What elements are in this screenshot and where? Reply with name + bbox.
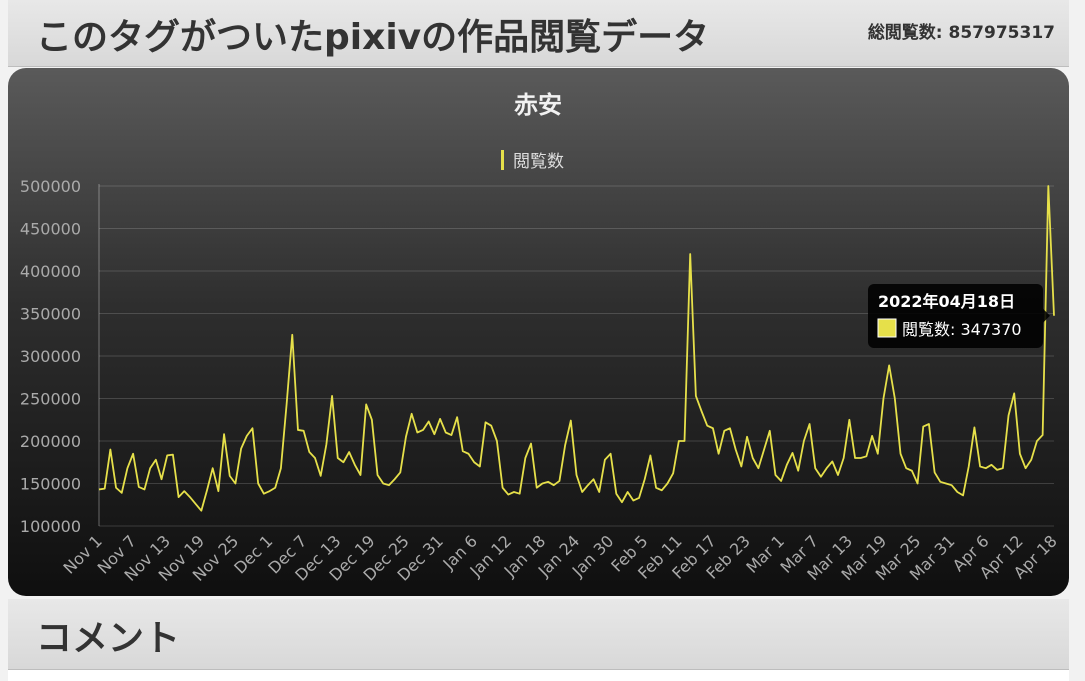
x-tick-label: Dec 1: [230, 531, 276, 577]
tooltip-swatch: [877, 318, 897, 338]
tooltip-value: 閲覧数: 347370: [902, 320, 1022, 339]
y-tick-label: 400000: [20, 262, 81, 281]
chart-title: 赤安: [514, 91, 562, 119]
comments-body: [8, 670, 1069, 681]
page-title: このタグがついたpixivの作品閲覧データ: [36, 17, 710, 58]
tooltip-caret: [1043, 308, 1050, 323]
total-views-counter: 総閲覧数: 857975317: [867, 23, 1055, 43]
y-tick-label: 500000: [20, 177, 81, 196]
y-tick-label: 250000: [20, 390, 81, 409]
tooltip-box: [868, 284, 1043, 348]
y-tick-label: 350000: [20, 305, 81, 324]
comments-title: コメント: [36, 618, 181, 659]
series-line-views[interactable]: [98, 185, 1055, 512]
chart-panel: 赤安閲覧数 100000 150000 200000 250000 300000 35000…: [8, 68, 1069, 596]
x-tick-label: Mar 1: [742, 531, 788, 577]
legend-swatch: [501, 150, 504, 170]
header-bar: このタグがついたpixivの作品閲覧データ 総閲覧数: 857975317: [8, 0, 1069, 67]
y-tick-label: 200000: [20, 432, 81, 451]
y-tick-label: 450000: [20, 220, 81, 239]
tooltip-date: 2022年04月18日: [878, 292, 1015, 311]
y-tick-label: 150000: [20, 475, 81, 494]
y-tick-label: 300000: [20, 347, 81, 366]
y-tick-label: 100000: [20, 517, 81, 536]
comments-section-header: コメント: [8, 599, 1069, 670]
legend-label[interactable]: 閲覧数: [513, 152, 564, 172]
